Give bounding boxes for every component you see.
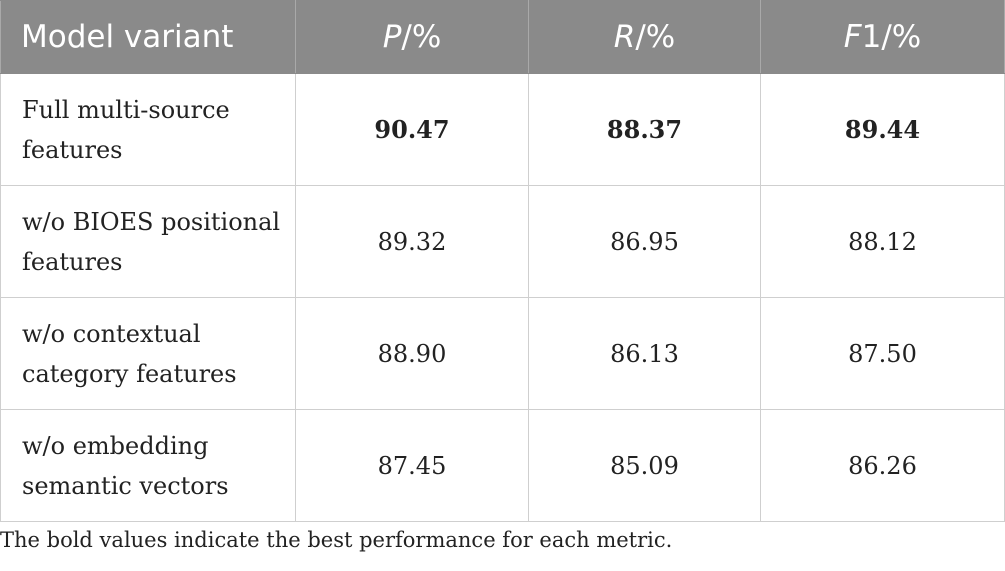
header-f1-rest: 1/%: [861, 19, 922, 55]
header-precision: P/%: [295, 0, 529, 74]
row-model-name-line2: semantic vectors: [22, 471, 229, 500]
cell-precision: 88.90: [295, 297, 529, 410]
cell-recall: 85.09: [528, 409, 761, 522]
row-model-name-line1: Full multi-source: [22, 95, 230, 124]
header-f1: F1/%: [760, 0, 1005, 74]
row-model-name-line1: w/o BIOES positional: [22, 207, 281, 236]
row-model-name: w/o embedding semantic vectors: [0, 409, 296, 522]
cell-f1: 89.44: [760, 73, 1005, 186]
row-model-name-line1: w/o contextual: [22, 319, 201, 348]
header-precision-unit: /%: [401, 19, 442, 55]
header-recall-unit: /%: [635, 19, 676, 55]
header-recall: R/%: [528, 0, 761, 74]
ablation-results-table: Model variant P/% R/% F1/% Full multi-so…: [0, 0, 1005, 522]
results-table-container: Model variant P/% R/% F1/% Full multi-so…: [0, 0, 1005, 522]
header-f1-var: F: [843, 19, 862, 55]
cell-precision: 90.47: [295, 73, 529, 186]
table-row: Full multi-source features 90.47 88.37 89…: [0, 73, 1005, 186]
header-row: Model variant P/% R/% F1/%: [0, 0, 1005, 74]
table-row: w/o BIOES positional features 89.32 86.95…: [0, 185, 1005, 298]
cell-recall: 86.13: [528, 297, 761, 410]
row-model-name-line2: category features: [22, 359, 237, 388]
header-precision-var: P: [382, 19, 402, 55]
cell-recall: 86.95: [528, 185, 761, 298]
row-model-name-line2: features: [22, 247, 123, 276]
table-footnote: The bold values indicate the best perfor…: [0, 528, 673, 552]
row-model-name: w/o BIOES positional features: [0, 185, 296, 298]
header-recall-var: R: [613, 19, 636, 55]
row-model-name: Full multi-source features: [0, 73, 296, 186]
row-model-name: w/o contextual category features: [0, 297, 296, 410]
header-model-variant: Model variant: [0, 0, 296, 74]
cell-f1: 87.50: [760, 297, 1005, 410]
cell-f1: 88.12: [760, 185, 1005, 298]
cell-recall: 88.37: [528, 73, 761, 186]
table-row: w/o contextual category features 88.90 86…: [0, 297, 1005, 410]
table-row: w/o embedding semantic vectors 87.45 85.0…: [0, 409, 1005, 522]
row-model-name-line1: w/o embedding: [22, 431, 209, 460]
cell-precision: 87.45: [295, 409, 529, 522]
cell-precision: 89.32: [295, 185, 529, 298]
table-body: Full multi-source features 90.47 88.37 89…: [0, 73, 1005, 522]
cell-f1: 86.26: [760, 409, 1005, 522]
table-header: Model variant P/% R/% F1/%: [0, 0, 1005, 74]
row-model-name-line2: features: [22, 135, 123, 164]
